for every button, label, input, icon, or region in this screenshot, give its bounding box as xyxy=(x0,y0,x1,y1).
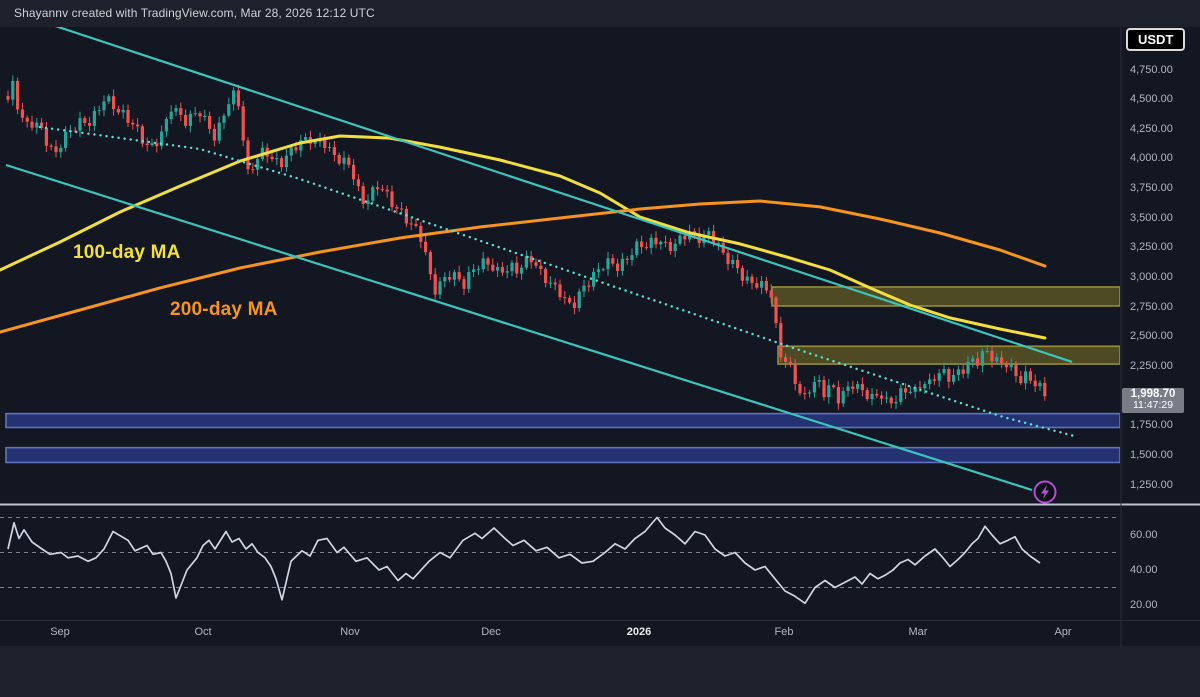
rsi-pane[interactable] xyxy=(0,516,1120,605)
price-tick-label: 2,500.00 xyxy=(1130,330,1173,343)
bar-countdown: 11:47:29 xyxy=(1132,399,1174,411)
lower-channel-line xyxy=(5,163,1033,492)
time-tick-label: Apr xyxy=(1054,626,1072,638)
mid-dotted-line xyxy=(38,125,1080,439)
ma100-annotation-label: 100-day MA xyxy=(73,242,181,263)
price-tick-label: 3,250.00 xyxy=(1130,241,1173,254)
price-tick-label: 1,750.00 xyxy=(1130,419,1173,432)
100-day MA xyxy=(0,134,1047,340)
quote-currency-toggle[interactable]: USDT xyxy=(1126,28,1186,51)
time-tick-label: Sep xyxy=(50,626,70,638)
bottom-strip: TradingView xyxy=(0,646,1200,697)
top-strip: Shayannv created with TradingView.com, M… xyxy=(0,0,1200,27)
time-tick-label: Oct xyxy=(194,626,212,638)
candlestick-series xyxy=(6,75,1047,410)
trendlines[interactable] xyxy=(5,25,1080,492)
price-tick-label: 3,750.00 xyxy=(1130,182,1173,195)
price-tick-label: 4,000.00 xyxy=(1130,152,1173,165)
time-tick-label: 2026 xyxy=(626,626,652,638)
rsi-tick-label: 60.00 xyxy=(1130,528,1158,541)
price-tick-label: 3,500.00 xyxy=(1130,211,1173,224)
moving-average-lines[interactable] xyxy=(0,134,1047,340)
resistance-zone-upper xyxy=(771,286,1120,307)
price-tick-label: 1,500.00 xyxy=(1130,448,1173,461)
rsi-tick-label: 20.00 xyxy=(1130,598,1158,611)
resistance-zone-lower xyxy=(777,345,1120,365)
last-price-badge: 1,998.70 11:47:29 xyxy=(1122,388,1184,413)
price-tick-label: 4,500.00 xyxy=(1130,93,1173,106)
upper-channel-line xyxy=(54,27,1073,363)
ma200-annotation-label: 200-day MA xyxy=(170,299,278,320)
time-tick-label: Mar xyxy=(908,626,928,638)
rsi-tick-label: 40.00 xyxy=(1130,563,1158,576)
last-price-value: 1,998.70 xyxy=(1130,388,1176,400)
support-zone-upper xyxy=(5,412,1120,429)
price-pane[interactable] xyxy=(0,25,1120,492)
rsi-guide-lines xyxy=(0,517,1120,588)
price-tick-label: 3,000.00 xyxy=(1130,271,1173,283)
attribution-text: Shayannv created with TradingView.com, M… xyxy=(14,6,375,20)
price-tick-label: 2,750.00 xyxy=(1130,300,1173,313)
time-tick-label: Dec xyxy=(481,626,501,638)
time-tick-label: Nov xyxy=(340,626,360,638)
pane-dividers-and-borders xyxy=(0,27,1200,647)
200-day MA xyxy=(0,199,1047,334)
support-zone-lower xyxy=(5,446,1120,464)
price-tick-label: 1,250.00 xyxy=(1130,478,1173,491)
price-tick-label: 4,750.00 xyxy=(1130,63,1173,76)
price-tick-label: 4,250.00 xyxy=(1130,122,1173,135)
price-tick-label: 2,250.00 xyxy=(1130,359,1173,372)
rsi-line xyxy=(7,516,1041,605)
flash-icon[interactable] xyxy=(1033,480,1057,504)
time-tick-label: Feb xyxy=(774,626,794,638)
